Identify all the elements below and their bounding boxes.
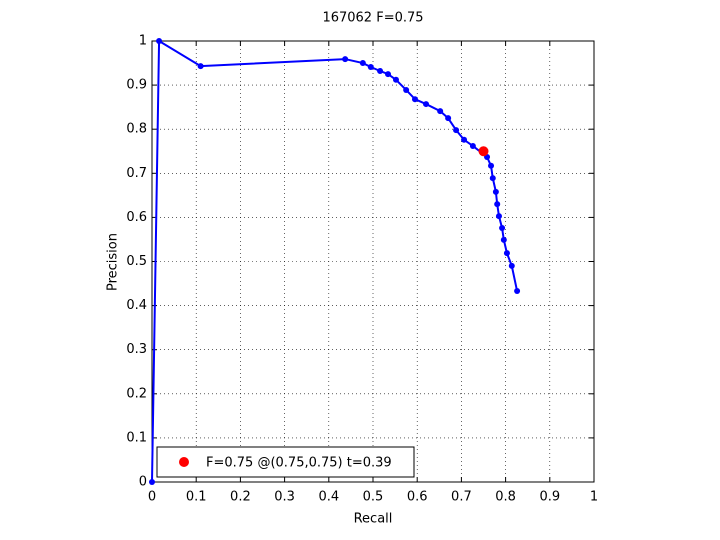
marker — [508, 262, 515, 269]
y-tick-label: 0.4 — [126, 298, 147, 313]
x-tick-label: 0.2 — [230, 490, 251, 505]
marker — [461, 136, 468, 143]
marker — [503, 250, 510, 257]
y-tick-label: 0.6 — [126, 210, 147, 225]
marker — [403, 86, 410, 93]
y-tick-label: 0.1 — [126, 430, 147, 445]
y-tick-label: 0 — [139, 475, 147, 490]
y-tick-label: 0.3 — [126, 342, 147, 357]
marker — [492, 188, 499, 195]
y-tick-label: 0.5 — [126, 254, 147, 269]
marker — [385, 71, 392, 78]
marker — [445, 115, 452, 122]
marker — [411, 96, 418, 103]
marker — [367, 64, 374, 71]
marker — [489, 175, 496, 182]
marker — [156, 38, 163, 44]
plot-frame — [151, 40, 595, 483]
x-tick-label: 0.4 — [318, 490, 339, 505]
x-tick-label: 0 — [148, 490, 156, 505]
x-tick-label: 0.7 — [451, 490, 472, 505]
x-tick-label: 0.8 — [495, 490, 516, 505]
marker — [495, 213, 502, 220]
marker — [478, 146, 489, 157]
y-tick-label: 1 — [139, 34, 147, 49]
marker — [423, 101, 430, 108]
legend-label: F=0.75 @(0.75,0.75) t=0.39 — [206, 456, 392, 471]
marker — [197, 63, 204, 70]
x-tick-label: 0.1 — [186, 490, 207, 505]
marker — [514, 288, 521, 295]
marker — [149, 479, 155, 485]
y-axis-label: Precision — [106, 233, 121, 291]
marker — [469, 142, 476, 149]
x-tick-label: 0.3 — [274, 490, 295, 505]
marker — [392, 76, 399, 83]
chart-title: 167062 F=0.75 — [322, 11, 423, 26]
marker — [377, 67, 384, 74]
x-axis-label: Recall — [354, 512, 393, 527]
marker — [359, 60, 366, 67]
y-tick-label: 0.8 — [126, 122, 147, 137]
legend-box — [156, 446, 415, 478]
y-tick-label: 0.9 — [126, 78, 147, 93]
x-tick-label: 0.5 — [363, 490, 384, 505]
marker — [453, 127, 460, 134]
x-tick-label: 0.6 — [407, 490, 428, 505]
y-tick-label: 0.2 — [126, 386, 147, 401]
marker — [488, 162, 495, 169]
marker — [499, 224, 506, 231]
marker — [437, 108, 444, 115]
marker — [494, 201, 501, 208]
line — [151, 39, 519, 483]
x-tick-label: 1 — [590, 490, 598, 505]
marker — [342, 56, 349, 63]
x-tick-label: 0.9 — [539, 490, 560, 505]
y-tick-label: 0.7 — [126, 166, 147, 181]
legend-marker — [179, 457, 189, 467]
marker — [500, 236, 507, 243]
